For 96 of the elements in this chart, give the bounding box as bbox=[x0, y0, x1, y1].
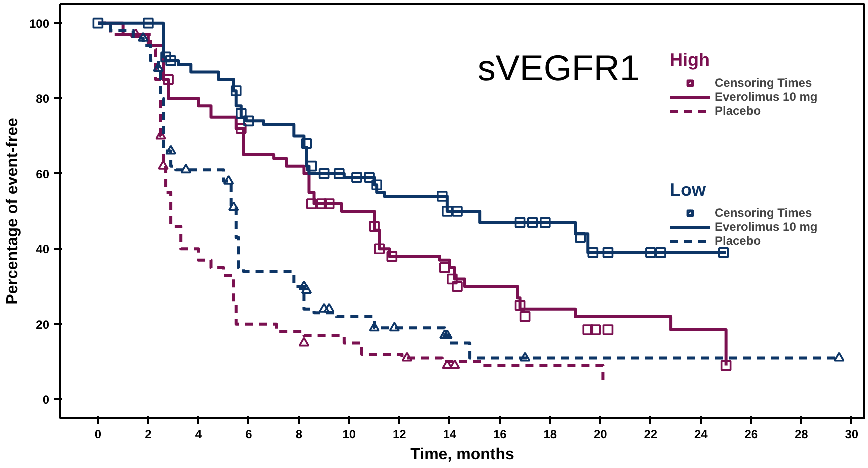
y-axis-title: Percentage of event-free bbox=[4, 118, 22, 305]
x-tick-label: 18 bbox=[544, 428, 558, 442]
point bbox=[520, 311, 531, 322]
point bbox=[834, 352, 845, 362]
point bbox=[442, 360, 453, 370]
x-tick-label: 2 bbox=[145, 428, 152, 442]
point bbox=[228, 202, 240, 212]
legend-label: Placebo bbox=[715, 104, 762, 118]
point bbox=[540, 217, 551, 228]
x-tick-label: 28 bbox=[795, 428, 809, 442]
point bbox=[230, 86, 242, 96]
y-tick-label: 40 bbox=[36, 242, 50, 257]
point bbox=[324, 303, 335, 313]
point bbox=[318, 168, 330, 180]
point bbox=[301, 138, 312, 150]
legend-label: Everolimus 10 mg bbox=[715, 90, 818, 104]
x-axis-title: Time, months bbox=[410, 446, 514, 464]
point bbox=[402, 352, 413, 362]
x-tick-label: 0 bbox=[94, 428, 102, 442]
point bbox=[720, 360, 732, 372]
point bbox=[646, 248, 656, 258]
point bbox=[602, 324, 614, 336]
point bbox=[602, 248, 614, 258]
point bbox=[166, 56, 176, 66]
y-tick-label: 80 bbox=[36, 92, 50, 106]
point bbox=[334, 168, 345, 180]
x-tick-label: 8 bbox=[296, 428, 303, 442]
point bbox=[718, 248, 730, 258]
point bbox=[582, 324, 594, 336]
point bbox=[316, 198, 328, 210]
point bbox=[575, 232, 586, 244]
point bbox=[92, 18, 104, 29]
x-tick-label: 16 bbox=[494, 428, 508, 442]
point bbox=[447, 274, 458, 285]
x-tick-label: 4 bbox=[195, 428, 202, 442]
point bbox=[369, 221, 380, 232]
point bbox=[324, 198, 335, 210]
point bbox=[520, 352, 531, 362]
annotation: High bbox=[670, 50, 711, 71]
point bbox=[138, 32, 149, 42]
x-tick-label: 12 bbox=[393, 428, 407, 442]
point bbox=[442, 206, 453, 217]
point bbox=[352, 172, 362, 184]
legend-label: Censoring Times bbox=[715, 206, 812, 220]
point bbox=[656, 248, 666, 258]
point bbox=[298, 280, 310, 290]
x-tick-label: 22 bbox=[644, 428, 658, 442]
point bbox=[236, 108, 247, 120]
point bbox=[588, 248, 599, 258]
legend-label: Censoring Times bbox=[715, 76, 812, 90]
x-tick-label: 20 bbox=[594, 428, 608, 442]
y-tick-label: 20 bbox=[36, 318, 50, 332]
annotation: Low bbox=[670, 180, 707, 201]
point bbox=[590, 324, 602, 336]
x-tick-label: 24 bbox=[694, 428, 708, 442]
y-tick-label: 0 bbox=[42, 393, 50, 408]
point bbox=[374, 244, 385, 255]
point bbox=[514, 300, 526, 311]
legend-label: Placebo bbox=[715, 234, 762, 248]
point bbox=[364, 172, 375, 184]
point bbox=[180, 164, 192, 174]
point bbox=[301, 284, 312, 294]
x-tick-label: 6 bbox=[246, 428, 253, 442]
point bbox=[372, 180, 382, 191]
point bbox=[440, 330, 450, 340]
point bbox=[452, 281, 463, 292]
text: sVEGFR1 bbox=[478, 48, 640, 88]
point bbox=[318, 303, 330, 313]
x-tick-label: 14 bbox=[443, 428, 457, 442]
point bbox=[442, 330, 453, 340]
point bbox=[450, 360, 460, 370]
point bbox=[369, 322, 380, 332]
point bbox=[306, 160, 318, 172]
point bbox=[437, 191, 448, 202]
point bbox=[386, 251, 398, 262]
legend-label: Everolimus 10 mg bbox=[715, 220, 818, 234]
point bbox=[160, 52, 172, 63]
x-tick-label: 30 bbox=[845, 428, 859, 442]
x-tick-label: 26 bbox=[744, 428, 758, 442]
x-tick-label: 10 bbox=[342, 428, 356, 442]
point bbox=[306, 198, 318, 210]
point bbox=[452, 206, 463, 217]
y-tick-label: 60 bbox=[36, 167, 50, 182]
y-tick-label: 100 bbox=[29, 16, 50, 31]
point bbox=[440, 262, 450, 274]
point bbox=[166, 145, 176, 155]
point bbox=[143, 18, 154, 29]
point bbox=[389, 322, 400, 332]
point bbox=[163, 74, 174, 86]
point bbox=[298, 337, 310, 347]
point bbox=[527, 217, 538, 228]
point bbox=[130, 28, 142, 38]
point bbox=[244, 116, 254, 127]
point bbox=[223, 175, 234, 185]
point bbox=[514, 217, 526, 228]
point bbox=[236, 123, 247, 134]
